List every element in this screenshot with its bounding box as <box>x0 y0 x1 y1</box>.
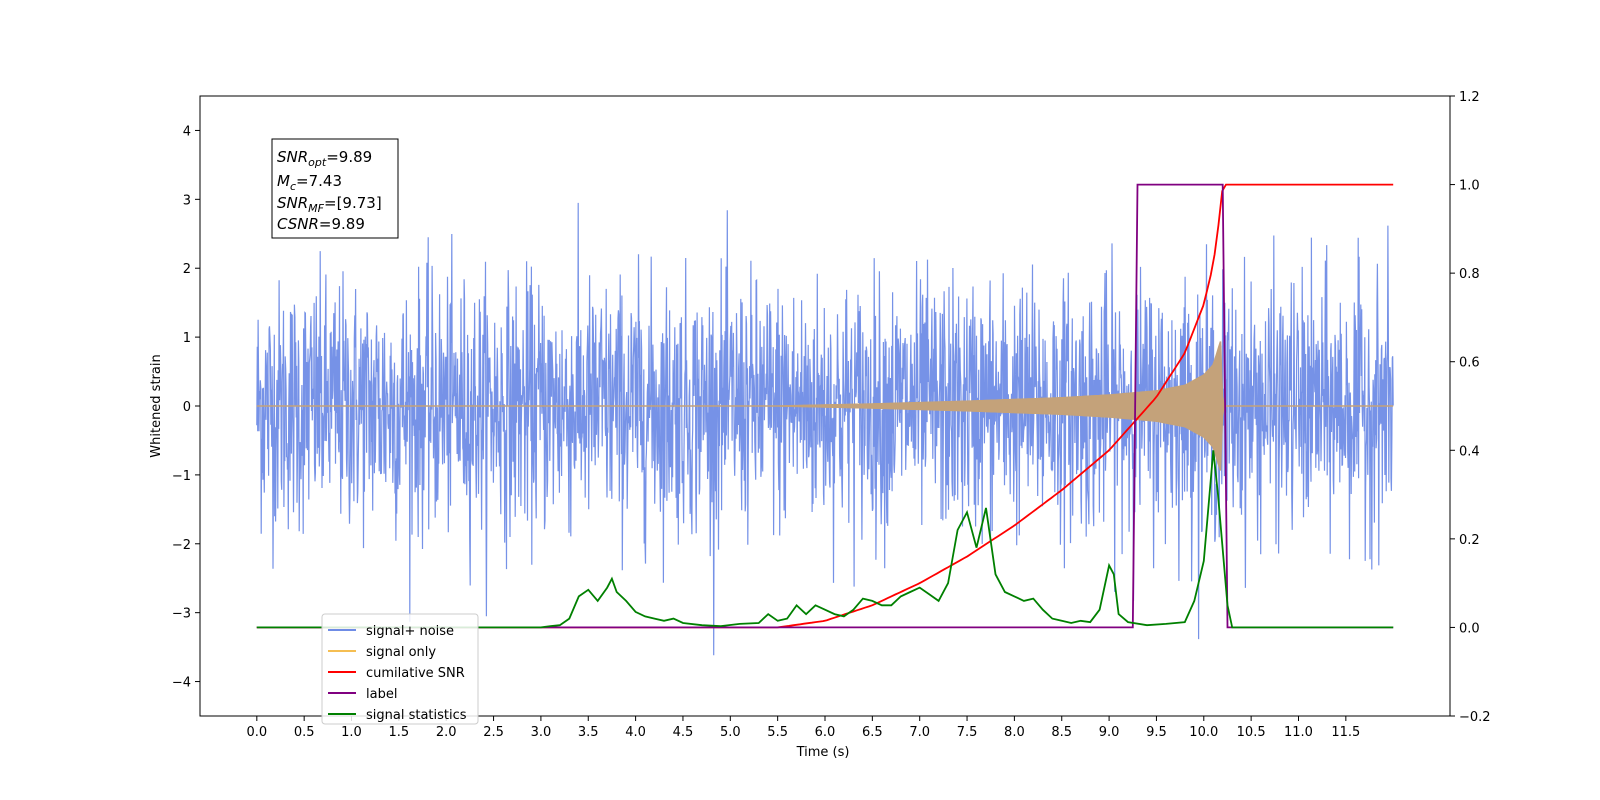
annotation-mc: Mc=7.43 <box>277 172 342 193</box>
series-signal-statistics <box>256 450 1394 629</box>
x-tick-label: 3.0 <box>531 725 552 740</box>
x-tick-label: 1.0 <box>341 725 362 740</box>
y-tick-label: −2 <box>172 538 191 553</box>
legend-label: signal only <box>366 645 436 660</box>
y-axis-left: 4 3 2 1 0 −1 −2 −3 −4 <box>172 124 200 691</box>
legend-label: label <box>366 687 397 702</box>
y2-tick-label: 0.8 <box>1459 267 1480 282</box>
x-tick-label: 0.5 <box>294 725 315 740</box>
x-tick-label: 5.0 <box>720 725 741 740</box>
y-tick-label: 0 <box>183 400 191 415</box>
annotation-csnr: CSNR=9.89 <box>277 215 365 233</box>
x-tick-label: 2.0 <box>436 725 457 740</box>
x-tick-label: 8.5 <box>1051 725 1072 740</box>
x-tick-label: 1.5 <box>389 725 410 740</box>
y-tick-label: 4 <box>183 124 191 139</box>
x-tick-label: 11.5 <box>1331 725 1360 740</box>
y-axis-label: Whitened strain <box>149 354 164 457</box>
y-tick-label: −3 <box>172 607 191 622</box>
x-tick-label: 5.5 <box>767 725 788 740</box>
annotation-snr-opt: SNRopt=9.89 <box>277 148 372 169</box>
x-tick-label: 11.0 <box>1284 725 1313 740</box>
x-axis-label: Time (s) <box>796 745 850 760</box>
y2-tick-label: 0.4 <box>1459 444 1480 459</box>
x-tick-label: 3.5 <box>578 725 599 740</box>
x-tick-label: 9.0 <box>1099 725 1120 740</box>
x-tick-label: 10.5 <box>1237 725 1266 740</box>
y-axis-right: 1.2 1.0 0.8 0.6 0.4 0.2 0.0 −0.2 <box>1450 90 1491 725</box>
y-tick-label: 3 <box>183 193 191 208</box>
legend-label: signal statistics <box>366 708 467 723</box>
x-tick-label: 7.0 <box>909 725 930 740</box>
y2-tick-label: 0.0 <box>1459 621 1480 636</box>
x-tick-label: 6.0 <box>815 725 836 740</box>
legend-label: cumilative SNR <box>366 666 465 681</box>
x-tick-label: 4.5 <box>673 725 694 740</box>
x-axis: 0.0 0.5 1.0 1.5 2.0 2.5 3.0 3.5 4.0 4.5 5.0 5.5 6.0 6… <box>246 716 1360 740</box>
y-tick-label: 2 <box>183 262 191 277</box>
x-tick-label: 7.5 <box>957 725 978 740</box>
y2-tick-label: −0.2 <box>1459 710 1491 725</box>
y2-tick-label: 1.2 <box>1459 90 1480 105</box>
x-tick-label: 4.0 <box>625 725 646 740</box>
x-tick-label: 2.5 <box>483 725 504 740</box>
annotation-box: SNRopt=9.89 Mc=7.43 SNRMF=[9.73] CSNR=9.… <box>271 138 399 239</box>
x-tick-label: 10.0 <box>1189 725 1218 740</box>
series-signal-only <box>256 341 1394 471</box>
y-tick-label: −1 <box>172 469 191 484</box>
x-tick-label: 8.0 <box>1004 725 1025 740</box>
y-tick-label: −4 <box>172 676 191 691</box>
y-tick-label: 1 <box>183 331 191 346</box>
legend-label: signal+ noise <box>366 624 454 639</box>
y2-tick-label: 0.6 <box>1459 356 1480 371</box>
x-tick-label: 6.5 <box>862 725 883 740</box>
annotation-snr-mf: SNRMF=[9.73] <box>277 194 382 215</box>
legend: signal+ noise signal only cumilative SNR la… <box>321 613 479 725</box>
y2-tick-label: 1.0 <box>1459 179 1480 194</box>
x-tick-label: 0.0 <box>246 725 267 740</box>
y2-tick-label: 0.2 <box>1459 533 1480 548</box>
x-tick-label: 9.5 <box>1146 725 1167 740</box>
